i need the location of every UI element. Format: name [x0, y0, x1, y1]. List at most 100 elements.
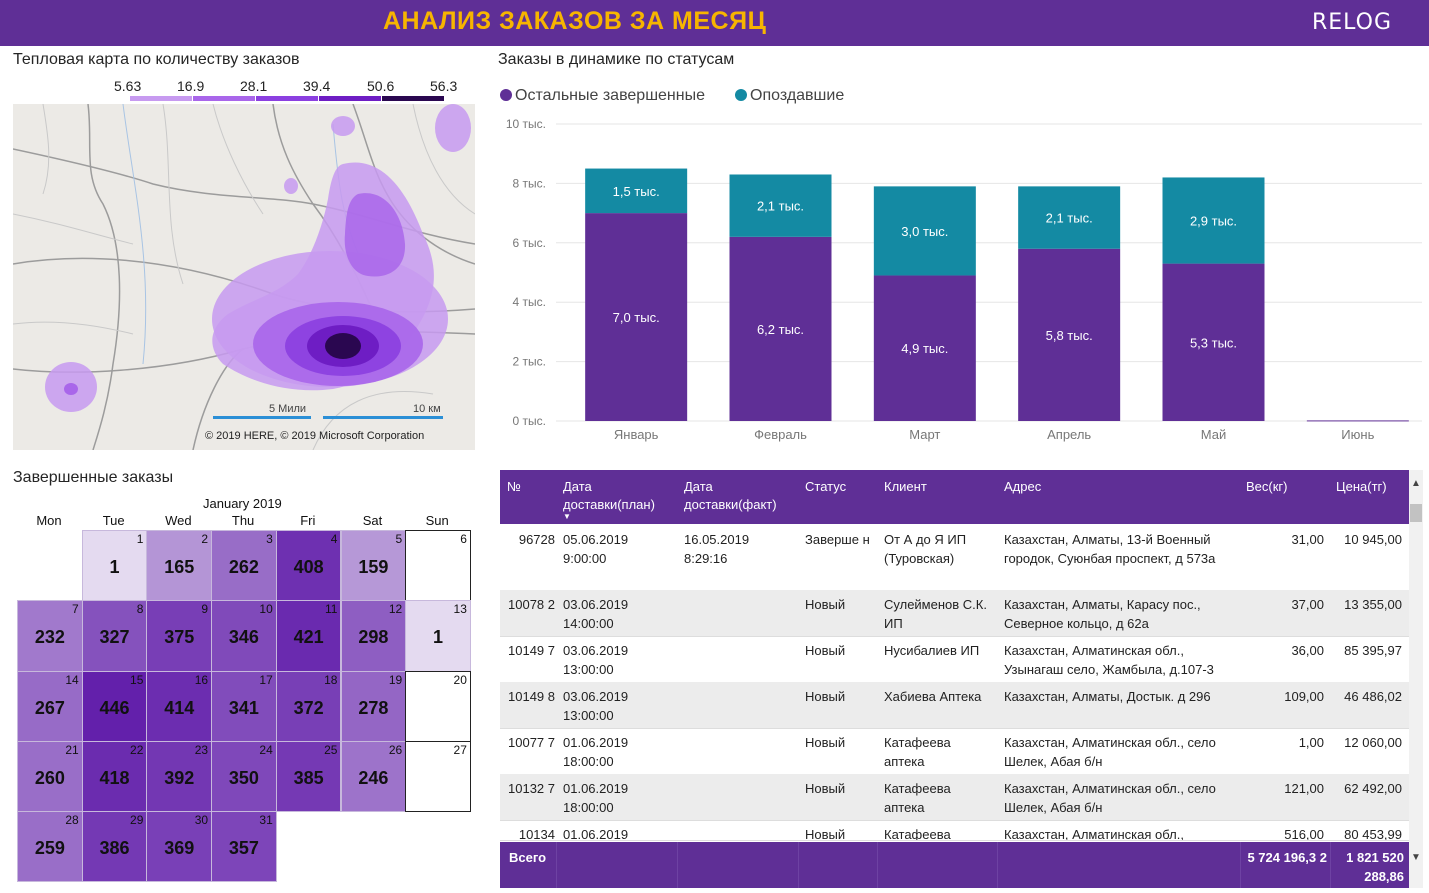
- calendar-day[interactable]: 20: [405, 670, 471, 742]
- table-row[interactable]: 96728 05.06.2019 9:00:00 16.05.2019 8:29:1…: [500, 525, 1409, 591]
- x-tick-label: Февраль: [754, 427, 807, 442]
- calendar-day-number: 26: [388, 742, 403, 757]
- table-row[interactable]: 10132 7 01.06.2019 18:00:00 Новый Катафеева…: [500, 774, 1409, 821]
- calendar-day-number: 2: [201, 532, 209, 546]
- cell-plan: 03.06.2019 13:00:00: [563, 689, 629, 723]
- calendar-day-number: 1: [136, 532, 144, 546]
- cell-client: Катафеева аптека: [884, 735, 951, 769]
- calendar-day[interactable]: 6: [405, 530, 471, 602]
- calendar-day-number: 20: [453, 672, 467, 687]
- calendar-day[interactable]: 4 408: [275, 530, 342, 602]
- calendar-day-value: 1: [109, 557, 120, 577]
- legend-item-late[interactable]: Опоздавшие: [735, 87, 844, 105]
- table-row[interactable]: 10149 7 03.06.2019 13:00:00 Новый Нусибалие…: [500, 636, 1409, 683]
- cell-price: 10 945,00: [1344, 532, 1402, 547]
- chevron-up-icon[interactable]: ▲: [1411, 478, 1421, 489]
- calendar-day[interactable]: 21 260: [17, 740, 83, 813]
- calendar-day[interactable]: 28 259: [17, 811, 83, 883]
- bar-segment: [1018, 186, 1121, 249]
- calendar-day-number: 21: [65, 742, 79, 757]
- calendar-day[interactable]: 29 386: [81, 811, 148, 883]
- cell-client: Сулейменов С.К. ИП: [884, 597, 987, 631]
- calendar-day[interactable]: 19 278: [340, 670, 407, 742]
- calendar-day-number: 25: [324, 742, 338, 757]
- sort-desc-icon[interactable]: ▼: [563, 512, 571, 521]
- calendar-day[interactable]: 24 350: [211, 740, 277, 813]
- y-tick-label: 0 тыс.: [513, 414, 546, 428]
- table-row[interactable]: 10149 8 03.06.2019 13:00:00 Новый Хабиева А…: [500, 682, 1409, 729]
- bar-segment: [873, 275, 976, 421]
- calendar-day[interactable]: 2 165: [146, 530, 213, 602]
- calendar-day[interactable]: 5 159: [340, 530, 407, 602]
- calendar-day[interactable]: 23 392: [146, 740, 213, 813]
- table-row[interactable]: 10078 2 03.06.2019 14:00:00 Новый Сулеймено…: [500, 590, 1409, 637]
- calendar-day[interactable]: 8 327: [81, 600, 148, 672]
- column-header-plan-date[interactable]: Дата доставки(план): [563, 479, 655, 512]
- calendar-day-value: 446: [99, 697, 130, 718]
- calendar-day[interactable]: 27: [405, 740, 471, 813]
- column-header-client[interactable]: Клиент: [884, 479, 927, 494]
- calendar-day-value: 392: [164, 767, 195, 788]
- calendar-day[interactable]: 26 246: [340, 740, 407, 813]
- cell-weight: 37,00: [1291, 597, 1324, 612]
- cell-status: Новый: [805, 597, 846, 612]
- calendar-day[interactable]: 10 346: [211, 600, 277, 672]
- heatmap-map[interactable]: 5 Мили 10 км © 2019 HERE, © 2019 Microso…: [13, 104, 475, 450]
- cell-weight: 109,00: [1284, 689, 1324, 704]
- calendar-day[interactable]: 16 414: [146, 670, 213, 742]
- calendar-day-value: 372: [293, 697, 324, 718]
- heatmap-legend: 5.63 16.9 28.1 39.4 50.6 56.3: [100, 78, 470, 98]
- table-header: № Дата доставки(план) ▼ Дата доставки(фа…: [500, 470, 1409, 524]
- calendar-day[interactable]: 22 418: [81, 740, 148, 813]
- calendar-day[interactable]: 30 369: [146, 811, 213, 883]
- calendar-day-number: 7: [72, 602, 79, 617]
- column-header-price[interactable]: Цена(тг): [1336, 479, 1387, 494]
- calendar-day-value: 1: [433, 627, 444, 648]
- data-label: 2,1 тыс.: [1046, 211, 1093, 226]
- legend-item-completed[interactable]: Остальные завершенные: [500, 87, 705, 105]
- calendar-day[interactable]: 7 232: [17, 600, 83, 672]
- calendar-day[interactable]: 13 1: [405, 600, 471, 672]
- cell-address: Казахстан, Алматинская обл., село Шелек,…: [1004, 781, 1216, 815]
- scrollbar-thumb[interactable]: [1410, 504, 1422, 522]
- cell-address: Казахстан, Алматы, 13-й Военный городок,…: [1004, 532, 1216, 566]
- logo: RELOG: [1312, 10, 1393, 35]
- heatmap-legend-value: 50.6: [367, 78, 395, 94]
- calendar-day[interactable]: 18 372: [275, 670, 342, 742]
- column-header-no[interactable]: №: [507, 479, 521, 494]
- calendar-day[interactable]: 31 357: [211, 811, 277, 883]
- chevron-down-icon[interactable]: ▼: [1411, 852, 1421, 863]
- weekday-label: Wed: [165, 513, 192, 528]
- bar-segment: [1162, 177, 1265, 264]
- calendar-day-number: 15: [130, 672, 144, 687]
- calendar-day[interactable]: 15 446: [81, 670, 148, 742]
- column-header-status[interactable]: Статус: [805, 479, 847, 494]
- calendar-day[interactable]: 17 341: [211, 670, 277, 742]
- column-header-weight[interactable]: Вес(кг): [1246, 479, 1288, 494]
- calendar-day[interactable]: 9 375: [146, 600, 213, 672]
- table-scrollbar[interactable]: [1409, 470, 1423, 888]
- calendar-day-number: 8: [136, 602, 144, 617]
- calendar-day[interactable]: 3 262: [211, 530, 277, 602]
- calendar-day-number: 23: [194, 742, 209, 757]
- calendar-day-value: 260: [34, 767, 65, 788]
- cell-no: 10132 7: [508, 781, 555, 796]
- calendar-day[interactable]: 12 298: [340, 600, 407, 672]
- data-label: 7,0 тыс.: [613, 310, 660, 325]
- column-header-address[interactable]: Адрес: [1004, 479, 1042, 494]
- calendar-day-value: 369: [164, 838, 195, 859]
- calendar-day[interactable]: 25 385: [275, 740, 342, 813]
- calendar-day[interactable]: 11 421: [275, 600, 342, 672]
- data-label: 5,3 тыс.: [1190, 335, 1237, 350]
- table-row[interactable]: 10134 01.06.2019 Новый Катафеева Казахстан, …: [500, 820, 1409, 841]
- y-tick-label: 2 тыс.: [513, 355, 546, 369]
- y-tick-label: 4 тыс.: [513, 295, 546, 309]
- calendar-day-value: 327: [99, 627, 130, 648]
- y-tick-label: 6 тыс.: [513, 236, 546, 250]
- cell-price: 62 492,00: [1344, 781, 1402, 796]
- calendar-day[interactable]: 14 267: [17, 670, 83, 742]
- column-header-fact-date[interactable]: Дата доставки(факт): [684, 479, 777, 512]
- heatmap-legend-value: 56.3: [430, 78, 458, 94]
- table-row[interactable]: 10077 7 01.06.2019 18:00:00 Новый Катафеева…: [500, 728, 1409, 775]
